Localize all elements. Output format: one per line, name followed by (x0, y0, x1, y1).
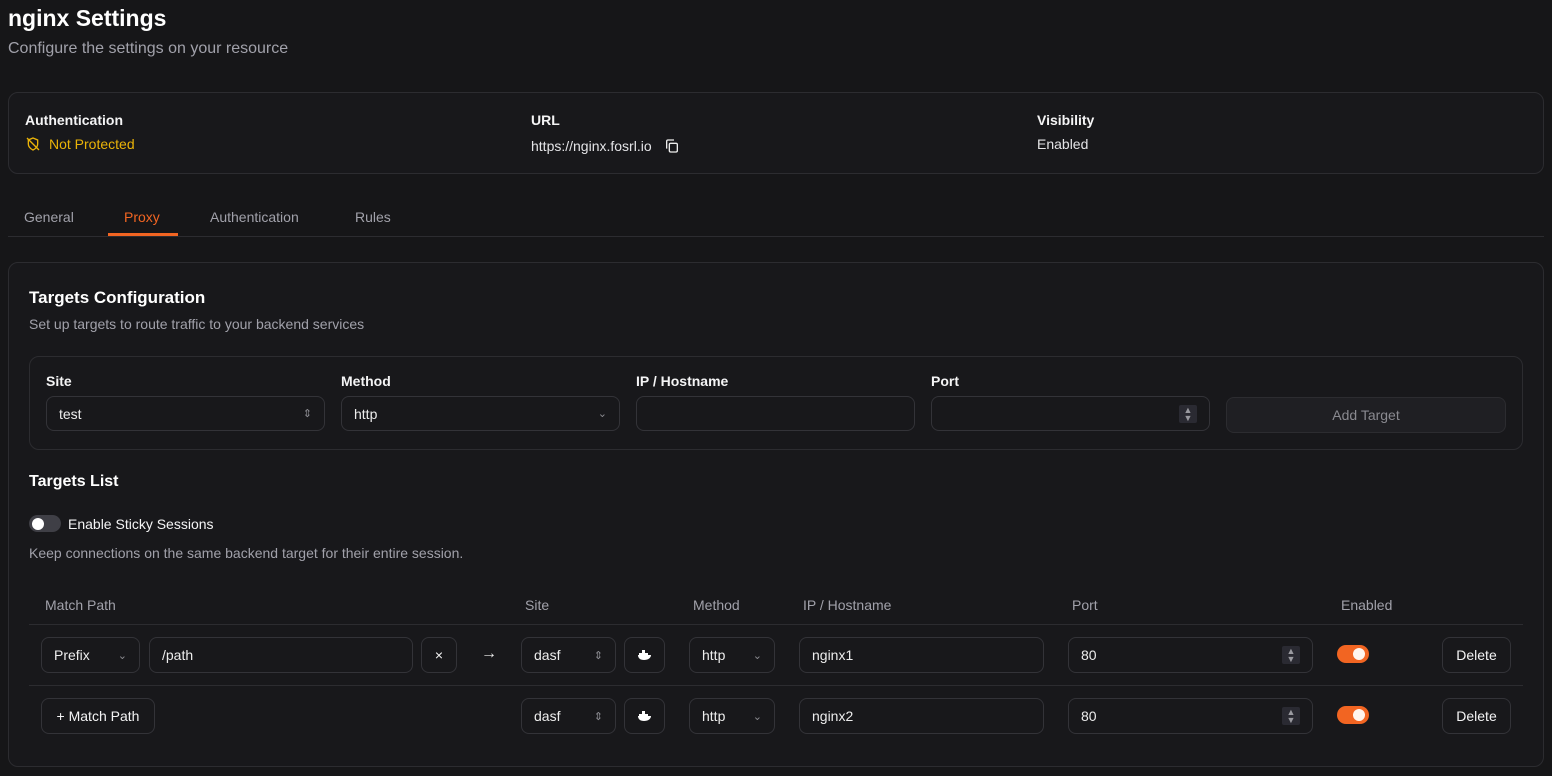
chevron-down-icon: ⌄ (117, 649, 127, 662)
targets-list-title: Targets List (29, 473, 119, 490)
url-label: URL (531, 112, 560, 128)
chevrons-up-down-icon: ⇕ (302, 408, 312, 420)
delete-button[interactable]: Delete (1442, 637, 1511, 673)
targets-title: Targets Configuration (29, 288, 206, 307)
method-select[interactable]: http ⌄ (341, 396, 620, 431)
chevron-down-icon: ⌄ (752, 649, 762, 662)
active-tab-indicator (108, 233, 178, 236)
targets-subtitle: Set up targets to route traffic to your … (29, 316, 365, 332)
sticky-sessions-toggle[interactable] (29, 515, 61, 532)
arrow-right-icon: → (481, 645, 497, 662)
ip-label: IP / Hostname (636, 373, 729, 389)
col-enabled: Enabled (1341, 597, 1393, 613)
tab-proxy[interactable]: Proxy (124, 209, 160, 225)
stepper-icon[interactable]: ▲ ▼ (1179, 404, 1197, 423)
col-method: Method (693, 597, 740, 613)
site-value: dasf (534, 708, 561, 724)
page-title: nginx Settings (8, 5, 167, 31)
method-select[interactable]: http ⌄ (689, 637, 775, 673)
method-label: Method (341, 373, 391, 389)
add-target-button[interactable]: Add Target (1226, 397, 1506, 433)
col-match-path: Match Path (45, 597, 116, 613)
port-input[interactable]: ▲ ▼ (931, 396, 1210, 431)
divider (29, 685, 1523, 686)
authentication-status: Not Protected (49, 136, 135, 152)
port-value: 80 (1081, 708, 1097, 724)
col-port: Port (1072, 597, 1098, 613)
site-select[interactable]: dasf ⇕ (521, 698, 616, 734)
divider (29, 624, 1523, 625)
tab-general[interactable]: General (24, 209, 74, 225)
method-value: http (702, 647, 726, 663)
copy-icon[interactable] (664, 138, 680, 154)
stepper-icon[interactable]: ▲ ▼ (1282, 707, 1300, 725)
site-value: dasf (534, 647, 561, 663)
chevron-down-icon: ⌄ (752, 710, 762, 723)
visibility-value: Enabled (1037, 136, 1089, 152)
ip-input[interactable]: nginx1 (799, 637, 1044, 673)
chevron-down-icon: ⌄ (597, 408, 607, 420)
chevrons-up-down-icon: ⇕ (593, 710, 603, 723)
site-select[interactable]: dasf ⇕ (521, 637, 616, 673)
ip-input[interactable]: nginx2 (799, 698, 1044, 734)
method-value: http (702, 708, 726, 724)
info-card: Authentication Not Protected URL https:/… (8, 92, 1544, 174)
docker-button[interactable] (624, 698, 665, 734)
method-select[interactable]: http ⌄ (689, 698, 775, 734)
enabled-toggle[interactable] (1337, 706, 1369, 724)
tab-rules[interactable]: Rules (355, 209, 391, 225)
port-label: Port (931, 373, 959, 389)
shield-off-icon (26, 137, 40, 151)
url-value[interactable]: https://nginx.fosrl.io (531, 138, 652, 154)
path-input[interactable]: /path (149, 637, 413, 673)
tabs-divider (8, 236, 1544, 237)
port-input[interactable]: 80 ▲ ▼ (1068, 698, 1313, 734)
sticky-sessions-help: Keep connections on the same backend tar… (29, 545, 464, 561)
clear-path-button[interactable]: × (421, 637, 457, 673)
page-subtitle: Configure the settings on your resource (8, 40, 289, 57)
match-type-value: Prefix (54, 647, 90, 663)
match-type-select[interactable]: Prefix ⌄ (41, 637, 140, 673)
add-match-path-button[interactable]: + Match Path (41, 698, 155, 734)
chevrons-up-down-icon: ⇕ (593, 649, 603, 662)
docker-icon (637, 650, 651, 660)
site-select[interactable]: test ⇕ (46, 396, 325, 431)
visibility-label: Visibility (1037, 112, 1095, 128)
site-label: Site (46, 373, 72, 389)
delete-button[interactable]: Delete (1442, 698, 1511, 734)
sticky-sessions-label: Enable Sticky Sessions (68, 516, 214, 532)
ip-input[interactable] (636, 396, 915, 431)
authentication-label: Authentication (25, 112, 123, 128)
port-input[interactable]: 80 ▲ ▼ (1068, 637, 1313, 673)
col-site: Site (525, 597, 550, 613)
stepper-icon[interactable]: ▲ ▼ (1282, 646, 1300, 664)
docker-button[interactable] (624, 637, 665, 673)
tab-authentication[interactable]: Authentication (210, 209, 299, 225)
enabled-toggle[interactable] (1337, 645, 1369, 663)
targets-card: Targets Configuration Set up targets to … (8, 262, 1544, 767)
site-value: test (59, 405, 82, 422)
docker-icon (637, 711, 651, 721)
port-value: 80 (1081, 647, 1097, 663)
col-ip: IP / Hostname (803, 597, 892, 613)
method-value: http (354, 405, 378, 422)
